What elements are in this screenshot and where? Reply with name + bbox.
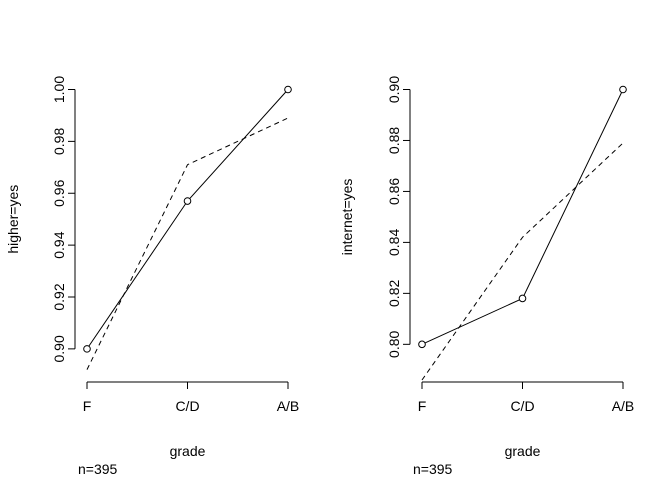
chart1-x-tick-label: A/B <box>612 398 635 414</box>
chart0-series-solid-line <box>86 89 289 350</box>
chart0-y-tick-label: 0.92 <box>51 283 67 310</box>
chart0-x-tick-label: F <box>83 398 92 414</box>
chart0-y-tick-label: 1.00 <box>51 76 67 103</box>
chart0-x-axis-title: grade <box>170 443 206 459</box>
chart1-sample-size-note: n=395 <box>413 461 453 477</box>
chart1-data-point <box>418 340 426 349</box>
chart1-data-point <box>619 85 627 94</box>
chart0-y-tick-label: 0.90 <box>51 335 67 362</box>
chart1-x-tick-label: C/D <box>510 398 534 414</box>
chart1-series-solid-line <box>421 89 624 345</box>
chart1-data-point <box>518 294 527 303</box>
chart0-y-axis-title: higher=yes <box>5 185 21 254</box>
chart1-y-axis-title: internet=yes <box>339 179 355 256</box>
chart0-data-point <box>183 197 192 205</box>
chart0-x-tick-label: A/B <box>277 398 300 414</box>
chart1-x-axis-title: grade <box>505 443 541 459</box>
chart0-y-tick-label: 0.98 <box>51 128 67 155</box>
chart0-x-tick-label: C/D <box>175 398 199 414</box>
chart0-data-point <box>83 345 91 353</box>
chart1-y-tick-label: 0.82 <box>386 280 402 307</box>
chart1-y-tick-label: 0.80 <box>386 330 402 357</box>
chart1-y-tick-label: 0.86 <box>386 178 402 205</box>
chart0-data-point <box>284 85 292 94</box>
chart1-y-tick-label: 0.90 <box>386 76 402 103</box>
chart0-series-dashed-line <box>86 117 289 370</box>
chart1-y-tick-label: 0.88 <box>386 127 402 154</box>
chart1-series-dashed-line <box>421 142 624 381</box>
chart0-sample-size-note: n=395 <box>78 461 118 477</box>
chart0-y-tick-label: 0.94 <box>51 231 67 258</box>
chart1-x-tick-label: F <box>418 398 427 414</box>
chart0-y-tick-label: 0.96 <box>51 179 67 206</box>
chart1-y-tick-label: 0.84 <box>386 229 402 256</box>
